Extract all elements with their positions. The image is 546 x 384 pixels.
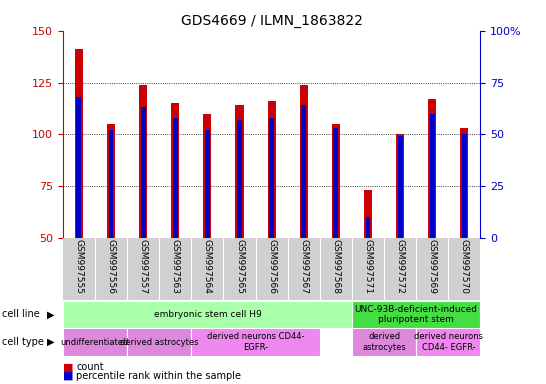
Text: GSM997565: GSM997565 — [235, 239, 244, 294]
Bar — [462, 134, 467, 238]
Text: derived
astrocytes: derived astrocytes — [362, 333, 406, 352]
Bar — [139, 84, 147, 238]
Bar — [76, 97, 81, 238]
Bar — [301, 105, 306, 238]
Bar — [300, 84, 308, 238]
Text: cell line: cell line — [2, 310, 39, 319]
Bar — [171, 103, 179, 238]
Bar — [268, 101, 276, 238]
Text: GSM997555: GSM997555 — [74, 239, 84, 294]
Bar — [430, 114, 435, 238]
Bar — [364, 190, 372, 238]
Bar — [428, 99, 436, 238]
Text: undifferentiated: undifferentiated — [61, 338, 129, 347]
Bar — [141, 108, 146, 238]
Text: ▶: ▶ — [47, 310, 55, 319]
Bar — [107, 124, 115, 238]
Bar — [203, 114, 211, 238]
Bar — [127, 328, 191, 356]
Text: GSM997556: GSM997556 — [106, 239, 116, 294]
Bar — [416, 328, 480, 356]
Bar — [352, 301, 480, 328]
Text: count: count — [76, 362, 104, 372]
Bar — [75, 50, 83, 238]
Text: embryonic stem cell H9: embryonic stem cell H9 — [153, 310, 261, 319]
Bar — [173, 118, 177, 238]
Text: GSM997569: GSM997569 — [428, 239, 437, 294]
Text: derived neurons
CD44- EGFR-: derived neurons CD44- EGFR- — [414, 333, 483, 352]
Bar — [366, 217, 370, 238]
Bar — [396, 134, 404, 238]
Bar — [397, 136, 402, 238]
Bar — [352, 328, 416, 356]
Bar — [269, 118, 274, 238]
Bar — [109, 130, 114, 238]
Bar — [460, 128, 468, 238]
Text: derived neurons CD44-
EGFR-: derived neurons CD44- EGFR- — [207, 333, 304, 352]
Text: derived astrocytes: derived astrocytes — [120, 338, 198, 347]
Text: GSM997563: GSM997563 — [171, 239, 180, 294]
Text: GSM997570: GSM997570 — [460, 239, 469, 294]
Bar — [334, 128, 339, 238]
Text: GSM997564: GSM997564 — [203, 239, 212, 294]
Text: GSM997568: GSM997568 — [331, 239, 340, 294]
Bar — [237, 120, 242, 238]
Text: ▶: ▶ — [47, 337, 55, 347]
Text: GSM997557: GSM997557 — [139, 239, 147, 294]
Bar — [332, 124, 340, 238]
Text: GSM997566: GSM997566 — [267, 239, 276, 294]
Text: GSM997571: GSM997571 — [364, 239, 372, 294]
Text: ■: ■ — [63, 371, 73, 381]
Bar — [235, 105, 244, 238]
Bar — [205, 130, 210, 238]
Text: ■: ■ — [63, 362, 73, 372]
Bar — [191, 328, 320, 356]
Text: cell type: cell type — [2, 337, 44, 347]
Text: UNC-93B-deficient-induced
pluripotent stem: UNC-93B-deficient-induced pluripotent st… — [355, 305, 478, 324]
Bar — [63, 301, 352, 328]
Bar — [63, 328, 127, 356]
Text: GSM997567: GSM997567 — [299, 239, 308, 294]
Title: GDS4669 / ILMN_1863822: GDS4669 / ILMN_1863822 — [181, 14, 363, 28]
Text: percentile rank within the sample: percentile rank within the sample — [76, 371, 241, 381]
Text: GSM997572: GSM997572 — [396, 239, 405, 294]
